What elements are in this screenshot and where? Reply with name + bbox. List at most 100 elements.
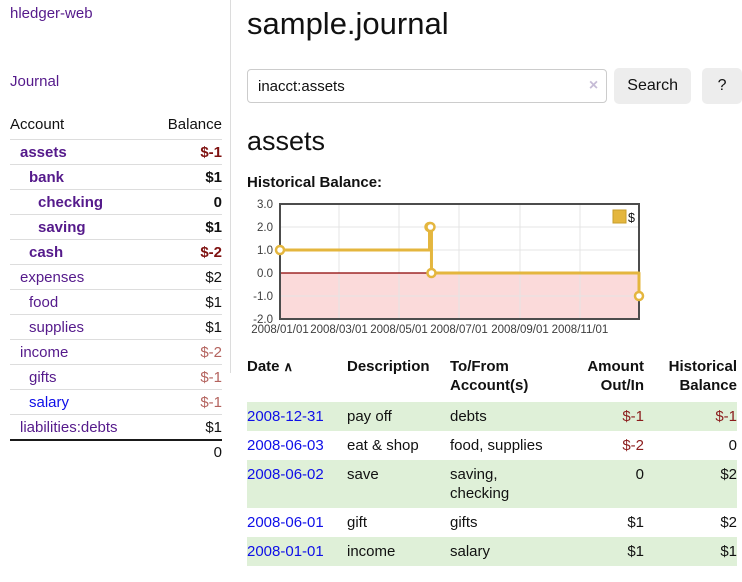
transaction-accounts: saving, checking (450, 466, 510, 502)
register-column-amount-out-in: Amount Out/In (587, 358, 644, 394)
transaction-balance: $-1 (715, 408, 737, 425)
account-balance: $1 (150, 414, 222, 440)
transaction-balance: $2 (720, 466, 737, 483)
svg-text:2008/07/01: 2008/07/01 (430, 324, 488, 336)
account-balance: $-2 (150, 339, 222, 365)
account-balance: $1 (150, 314, 222, 340)
register-column-historical-balance: Historical Balance (668, 358, 737, 394)
transaction-row: 2008-06-02 save saving, checking 0 $2 (247, 460, 737, 508)
account-row: liabilities:debts $1 (10, 414, 222, 440)
register-column-to-from-account-s-: To/From Account(s) (450, 358, 529, 394)
transaction-description: gift (347, 514, 368, 531)
sidebar: hledger-web Journal Account Balance asse… (0, 0, 228, 464)
transaction-row: 2008-12-31 pay off debts $-1 $-1 (247, 402, 737, 431)
search-form: × Search ? (247, 68, 742, 104)
transaction-description: pay off (347, 408, 392, 425)
sidebar-item-journal[interactable]: Journal (10, 73, 60, 90)
register-body: 2008-12-31 pay off debts $-1 $-1 2008-06-03 ea… (247, 402, 737, 566)
svg-text:2008/11/01: 2008/11/01 (552, 324, 609, 336)
account-row: salary $-1 (10, 389, 222, 415)
account-link-cash[interactable]: cash (29, 244, 64, 261)
account-link-income[interactable]: income (20, 344, 69, 361)
account-column-header: Account (10, 116, 65, 133)
register-table: Date ∧ Description To/From Account(s) Amount… (247, 357, 737, 566)
account-row: income $-2 (10, 339, 222, 365)
transaction-description: income (347, 543, 396, 560)
account-link-gifts[interactable]: gifts (29, 369, 57, 386)
accounts-total-row: 0 (10, 439, 222, 464)
account-balance: $1 (150, 164, 222, 190)
account-balance: $1 (150, 289, 222, 315)
svg-text:-2.0: -2.0 (253, 314, 273, 326)
transaction-amount: $1 (627, 543, 644, 560)
account-link-saving[interactable]: saving (38, 219, 86, 236)
accounts-table: Account Balance assets $-1 bank $1 checking 0… (10, 116, 222, 464)
account-balance: $-1 (150, 364, 222, 390)
transaction-row: 2008-06-03 eat & shop food, supplies $-2 0 (247, 431, 737, 460)
transaction-balance: 0 (728, 437, 737, 454)
account-row: assets $-1 (10, 139, 222, 165)
search-help-button[interactable]: ? (702, 68, 742, 104)
account-page-title: assets (247, 126, 326, 156)
search-input[interactable] (247, 69, 608, 103)
accounts-table-header: Account Balance (10, 116, 222, 140)
account-link-salary[interactable]: salary (29, 394, 70, 411)
chart-heading: Historical Balance: (247, 174, 383, 191)
account-link-supplies[interactable]: supplies (29, 319, 85, 336)
account-balance: $-2 (150, 239, 222, 265)
svg-text:0.0: 0.0 (257, 268, 273, 280)
transaction-date-link[interactable]: 2008-01-01 (247, 543, 324, 560)
account-balance: $1 (150, 214, 222, 240)
transaction-amount: 0 (635, 466, 644, 483)
account-link-liabilities-debts[interactable]: liabilities:debts (20, 419, 118, 436)
page-title: sample.journal (247, 6, 449, 41)
account-row: bank $1 (10, 164, 222, 190)
register-column-date[interactable]: Date ∧ (247, 358, 294, 375)
svg-text:2.0: 2.0 (257, 222, 273, 234)
register-header-row: Date ∧ Description To/From Account(s) Amount… (247, 357, 737, 402)
account-link-expenses[interactable]: expenses (20, 269, 85, 286)
svg-text:$: $ (628, 211, 635, 225)
account-row: saving $1 (10, 214, 222, 240)
account-row: checking 0 (10, 189, 222, 215)
account-link-checking[interactable]: checking (38, 194, 104, 211)
account-balance: $-1 (150, 139, 222, 165)
svg-text:2008/03/01: 2008/03/01 (310, 324, 368, 336)
transaction-amount: $1 (627, 514, 644, 531)
svg-text:1.0: 1.0 (257, 245, 273, 257)
account-row: supplies $1 (10, 314, 222, 340)
svg-text:2008/05/01: 2008/05/01 (370, 324, 428, 336)
transaction-date-link[interactable]: 2008-06-01 (247, 514, 324, 531)
account-link-bank[interactable]: bank (29, 169, 65, 186)
account-link-food[interactable]: food (29, 294, 59, 311)
transaction-balance: $1 (720, 543, 737, 560)
transaction-accounts: gifts (450, 514, 478, 531)
clear-search-icon[interactable]: × (588, 77, 599, 94)
transaction-date-link[interactable]: 2008-12-31 (247, 408, 324, 425)
account-row: cash $-2 (10, 239, 222, 265)
transaction-amount: $-2 (622, 437, 644, 454)
transaction-date-link[interactable]: 2008-06-03 (247, 437, 324, 454)
transaction-balance: $2 (720, 514, 737, 531)
sidebar-accounts-body: assets $-1 bank $1 checking 0 saving $1 cash $-2 e… (10, 139, 222, 440)
account-link-assets[interactable]: assets (20, 144, 67, 161)
account-balance: 0 (150, 189, 222, 215)
transaction-date-link[interactable]: 2008-06-02 (247, 466, 324, 483)
account-row: gifts $-1 (10, 364, 222, 390)
transaction-description: save (347, 466, 379, 483)
transaction-description: eat & shop (347, 437, 419, 454)
transaction-accounts: debts (450, 408, 487, 425)
account-row: expenses $2 (10, 264, 222, 290)
svg-text:2008/09/01: 2008/09/01 (491, 324, 549, 336)
search-button[interactable]: Search (614, 68, 692, 104)
account-row: food $1 (10, 289, 222, 315)
svg-text:3.0: 3.0 (257, 199, 273, 211)
transaction-row: 2008-01-01 income salary $1 $1 (247, 537, 737, 566)
register-column-description: Description (347, 358, 430, 375)
sort-ascending-icon: ∧ (283, 359, 294, 374)
app-brand-link[interactable]: hledger-web (10, 5, 93, 22)
svg-text:2008/01/01: 2008/01/01 (251, 324, 309, 336)
accounts-total-value: 0 (150, 439, 222, 464)
account-balance: $2 (150, 264, 222, 290)
